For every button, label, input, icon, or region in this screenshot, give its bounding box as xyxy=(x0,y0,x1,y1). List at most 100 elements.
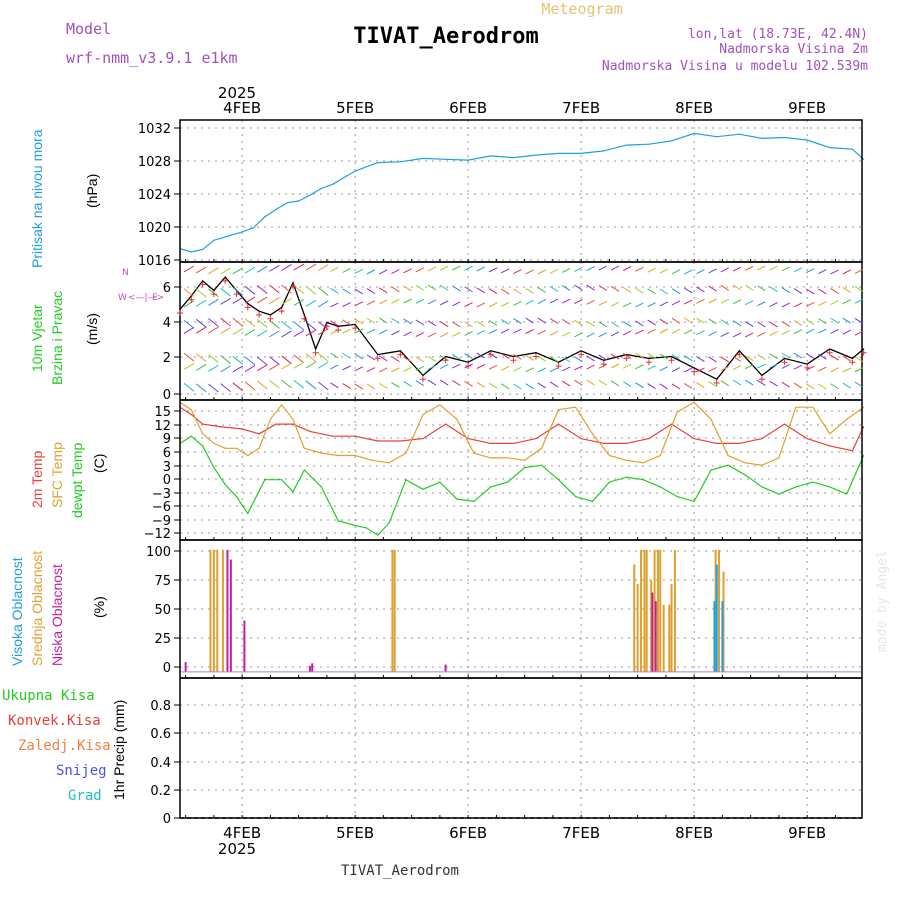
date-label-top: 6FEB xyxy=(449,99,487,117)
point-sfc xyxy=(473,452,475,454)
wind-arrow xyxy=(513,328,522,334)
point-sfc xyxy=(608,454,611,457)
point-wind_speed xyxy=(467,361,469,363)
year-bottom: 2025 xyxy=(218,840,256,858)
wind-arrow xyxy=(586,320,595,327)
wind-arrow xyxy=(818,288,827,295)
wind-arrow xyxy=(708,285,717,292)
wind-arrow xyxy=(403,298,412,304)
wind-arrow xyxy=(854,268,864,274)
pressure-unit: (hPa) xyxy=(84,174,100,208)
y-tick-label: 4 xyxy=(163,316,171,331)
point-pressure xyxy=(693,132,695,134)
gust-marker xyxy=(199,281,206,288)
wind-arrow xyxy=(513,353,522,360)
wind-arrow xyxy=(732,284,742,291)
wind-arrow xyxy=(708,366,717,372)
wind-arrow xyxy=(208,298,219,306)
wind-arrow xyxy=(598,321,608,328)
wind-arrow xyxy=(805,301,815,307)
point-dewpt xyxy=(608,481,611,483)
point-dewpt xyxy=(365,527,368,529)
gust-marker xyxy=(736,351,743,358)
point-temp2m xyxy=(829,445,831,447)
wind-arrow xyxy=(671,300,681,306)
point-wind_speed xyxy=(399,350,401,352)
precip-legend-frz: Zaledj.Kisa xyxy=(18,738,111,754)
wind-arrow xyxy=(452,354,461,360)
point-wind_speed xyxy=(829,348,831,350)
wind-arrow xyxy=(769,286,778,293)
point-sfc xyxy=(292,418,294,420)
point-sfc xyxy=(710,418,712,420)
point-temp2m xyxy=(258,433,260,435)
wind-arrow xyxy=(610,363,620,369)
bar-cloud_mid xyxy=(714,549,717,672)
wind-arrow xyxy=(244,296,256,304)
point-dewpt xyxy=(202,445,204,447)
point-sfc xyxy=(778,457,780,459)
wind-arrow xyxy=(696,298,705,304)
wind-arrow xyxy=(805,383,815,390)
point-pressure xyxy=(241,231,243,233)
compass-icon: W xyxy=(118,293,127,303)
model-label: Model xyxy=(66,20,111,38)
cloud-low-ylabel: Niska Oblacnost xyxy=(49,564,65,666)
wind-arrow xyxy=(354,301,364,307)
point-dewpt xyxy=(320,486,322,488)
wind-arrow xyxy=(610,301,620,307)
wind-arrow xyxy=(232,365,244,373)
wind-arrow xyxy=(696,330,705,336)
wind-arrow xyxy=(659,318,669,325)
bar-cloud_mid xyxy=(659,549,662,672)
wind-arrow xyxy=(805,352,815,359)
wind-arrow xyxy=(525,383,534,390)
compass-arrows: <—|—> xyxy=(128,293,164,303)
wind-arrow xyxy=(464,286,473,293)
wind-arrow xyxy=(439,379,449,386)
wind-arrow xyxy=(208,354,219,363)
wind-arrow xyxy=(330,382,339,389)
gust-marker xyxy=(781,359,788,366)
wind-arrow xyxy=(525,354,534,361)
wind-arrow xyxy=(537,382,547,389)
series-wind_speed xyxy=(179,276,865,381)
date-label-top: 7FEB xyxy=(562,99,600,117)
wind-arrow xyxy=(342,319,351,326)
point-sfc xyxy=(354,454,356,457)
wind-arrow xyxy=(586,299,595,305)
point-temp2m xyxy=(190,413,192,416)
wind-arrow xyxy=(269,284,280,294)
wind-arrow xyxy=(391,269,400,275)
bar-cloud_mid xyxy=(662,604,665,672)
wind-arrow xyxy=(366,269,376,275)
wind-arrow xyxy=(622,381,632,388)
wind-arrow xyxy=(696,317,705,324)
gust-marker xyxy=(233,291,240,298)
wind-arrow xyxy=(183,352,195,362)
series-pressure xyxy=(179,132,865,253)
wind-arrow xyxy=(488,364,498,370)
point-dewpt xyxy=(524,466,526,469)
point-temp2m xyxy=(241,428,243,430)
wind-arrow xyxy=(403,318,412,325)
wind-arrow xyxy=(854,381,864,388)
wind-arrow xyxy=(830,317,839,324)
wind-arrow xyxy=(805,328,815,334)
wind-arrow xyxy=(830,328,839,334)
wind-arrow xyxy=(244,356,256,366)
wind-arrow xyxy=(744,300,754,306)
wind-arrow xyxy=(195,383,207,393)
point-sfc xyxy=(213,442,215,445)
point-pressure xyxy=(275,208,277,210)
y-tick-label: 6 xyxy=(163,281,171,296)
wind-arrow xyxy=(732,332,742,338)
wind-arrow xyxy=(574,356,583,363)
point-temp2m xyxy=(806,438,808,440)
wind-arrow xyxy=(683,317,693,324)
wind-arrow xyxy=(769,302,778,307)
wind-arrow xyxy=(708,356,717,363)
wind-arrow xyxy=(586,364,595,370)
wind-arrow xyxy=(391,317,400,324)
wind-arrow xyxy=(500,301,510,307)
